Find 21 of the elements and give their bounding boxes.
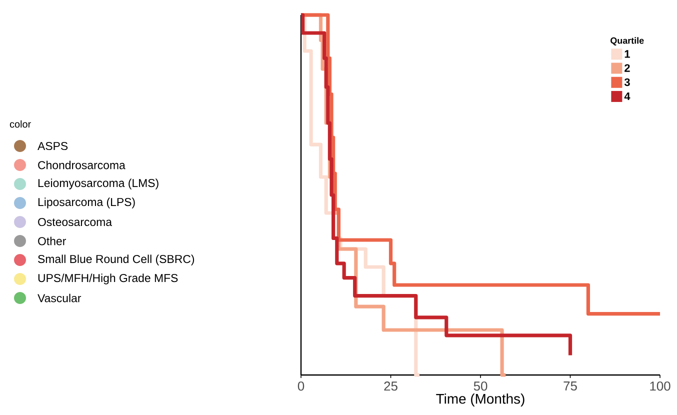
category-label: Chondrosarcoma [38, 160, 126, 170]
x-tick-label: 50 [474, 382, 488, 391]
category-label: Leiomyosarcoma (LMS) [38, 178, 158, 190]
category-label: Vascular [38, 294, 82, 302]
legend-label: 3 [624, 78, 630, 86]
legend-label: 2 [624, 64, 630, 72]
x-tick-label: 25 [384, 382, 398, 391]
x-tick-label: 0 [298, 382, 304, 391]
x-tick-label: 75 [564, 382, 577, 391]
legend-label: 4 [624, 92, 630, 100]
legend-label: 1 [624, 50, 630, 58]
x-tick-label: 100 [650, 382, 670, 391]
category-label: Small Blue Round Cell (SBRC) [38, 254, 194, 266]
category-label: Osteosarcoma [38, 218, 112, 226]
category-label: Other [38, 236, 66, 246]
legend-title: color [10, 120, 31, 128]
category-label: ASPS [38, 142, 68, 150]
category-label: Liposarcoma (LPS) [38, 198, 135, 208]
x-axis-title: Time (Months) [436, 394, 524, 407]
category-label: UPS/MFH/High Grade MFS [38, 274, 178, 284]
legend-title: Quartile [610, 37, 644, 46]
